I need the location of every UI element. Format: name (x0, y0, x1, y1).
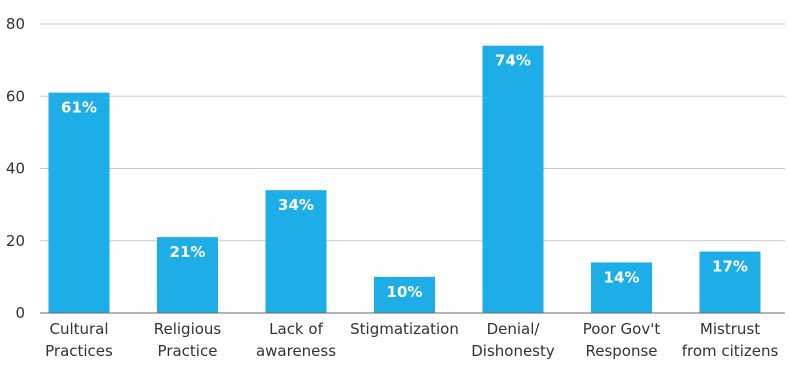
category-label: Lack of (269, 320, 323, 338)
category-label: Religious (154, 320, 222, 338)
y-tick-label: 0 (15, 304, 25, 322)
data-label: 21% (170, 243, 206, 261)
category-label: Dishonesty (471, 342, 555, 360)
data-label: 17% (712, 258, 748, 276)
bar (265, 190, 327, 313)
bar (482, 45, 544, 314)
category-label: Practices (45, 342, 113, 360)
category-label: from citizens (682, 342, 779, 360)
data-label: 61% (61, 99, 97, 117)
bar (591, 262, 652, 313)
category-label: Response (585, 342, 657, 360)
data-label: 34% (278, 196, 314, 214)
y-tick-label: 40 (6, 160, 25, 178)
bar (157, 237, 218, 313)
category-label: Mistrust (700, 320, 760, 338)
data-label: 14% (604, 268, 640, 286)
category-label: Denial/ (487, 320, 541, 338)
bar (48, 92, 110, 313)
data-label: 74% (495, 52, 531, 70)
grid-lines (40, 23, 785, 242)
category-label: awareness (256, 342, 336, 360)
category-label: Cultural (49, 320, 108, 338)
category-label: Practice (158, 342, 218, 360)
category-label: Stigmatization (350, 320, 459, 338)
category-label: Poor Gov't (583, 320, 661, 338)
bar (699, 251, 761, 313)
bars: 61% 21% 34% 10% 74% 14% 17% (48, 45, 761, 314)
bar (374, 276, 435, 313)
y-tick-label: 60 (6, 87, 25, 105)
category-labels: Cultural Practices Religious Practice Lack o… (45, 320, 778, 360)
y-axis-ticks: 0 20 40 60 80 (6, 15, 25, 322)
y-tick-label: 80 (6, 15, 25, 33)
data-label: 10% (387, 283, 423, 301)
y-tick-label: 20 (6, 232, 25, 250)
